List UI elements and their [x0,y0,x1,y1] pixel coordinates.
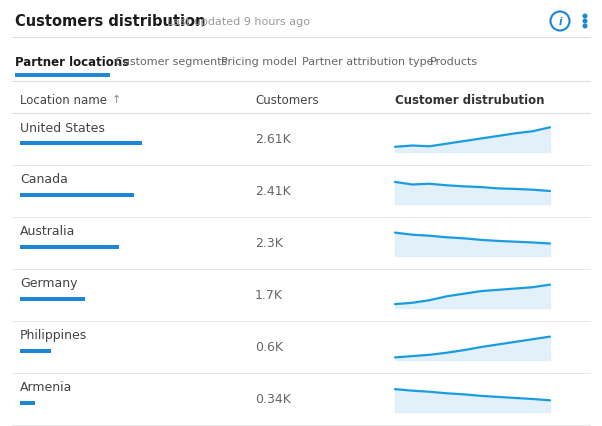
Text: i: i [558,17,562,27]
Text: 0.6K: 0.6K [255,341,283,354]
Text: Last updated 9 hours ago: Last updated 9 hours ago [167,17,310,27]
Bar [20,142,143,146]
Circle shape [583,20,587,24]
Text: 0.34K: 0.34K [255,393,291,406]
Bar [20,297,85,301]
Text: Products: Products [430,57,478,67]
Text: Philippines: Philippines [20,329,87,342]
Text: Customers: Customers [255,93,318,106]
Text: Canada: Canada [20,173,68,186]
Text: Customer distrubution: Customer distrubution [395,93,544,106]
Circle shape [583,15,587,19]
Bar [20,193,134,198]
Text: Customer segments: Customer segments [115,57,228,67]
Bar [20,245,119,249]
Text: Customers distribution: Customers distribution [15,14,205,29]
Text: Armenia: Armenia [20,380,72,394]
Text: 2.41K: 2.41K [255,185,291,198]
Bar [20,349,51,353]
Text: ↑: ↑ [112,95,122,105]
Text: Australia: Australia [20,225,75,238]
Text: Location name: Location name [20,93,107,106]
Bar [20,401,36,405]
Text: 2.61K: 2.61K [255,133,291,146]
Text: Partner attribution type: Partner attribution type [302,57,433,67]
Text: Partner locations: Partner locations [15,55,129,68]
Text: United States: United States [20,121,105,134]
Text: 2.3K: 2.3K [255,237,283,250]
Circle shape [583,25,587,29]
Text: 1.7K: 1.7K [255,289,283,302]
Text: Pricing model: Pricing model [221,57,297,67]
Text: Germany: Germany [20,277,78,290]
